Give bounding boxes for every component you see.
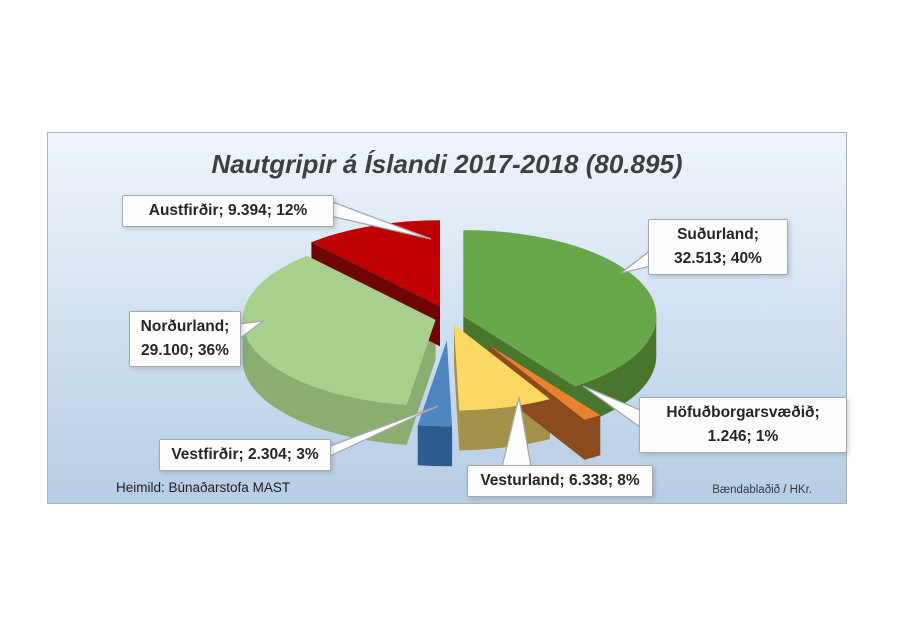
callout-line: Austfirðir; 9.394; 12% (148, 202, 308, 219)
callout-line: Höfuðborgarsvæðið; (666, 404, 820, 421)
callout-nordurland: Norðurland; 29.100; 36% (129, 311, 241, 367)
callout-vesturland: Vesturland; 6.338; 8% (467, 465, 653, 497)
callout-hofudborgarsvaedid: Höfuðborgarsvæðið; 1.246; 1% (639, 397, 847, 453)
callout-austfirdir: Austfirðir; 9.394; 12% (122, 195, 334, 227)
callout-line: Suðurland; (677, 226, 759, 243)
callout-line: Vesturland; 6.338; 8% (480, 472, 640, 489)
callout-line: 1.246; 1% (707, 428, 779, 445)
callout-sudurland: Suðurland; 32.513; 40% (648, 219, 788, 275)
callout-line: Norðurland; (140, 318, 230, 335)
credit-note: Bændablaðið / HKr. (712, 484, 812, 496)
source-note: Heimild: Búnaðarstofa MAST (116, 480, 291, 495)
callout-vestfirdir: Vestfirðir; 2.304; 3% (159, 439, 331, 471)
chart-title: Nautgripir á Íslandi 2017-2018 (80.895) (211, 149, 683, 179)
callout-line: Vestfirðir; 2.304; 3% (171, 446, 319, 463)
callout-line: 32.513; 40% (674, 250, 762, 267)
callout-line: 29.100; 36% (141, 342, 229, 359)
